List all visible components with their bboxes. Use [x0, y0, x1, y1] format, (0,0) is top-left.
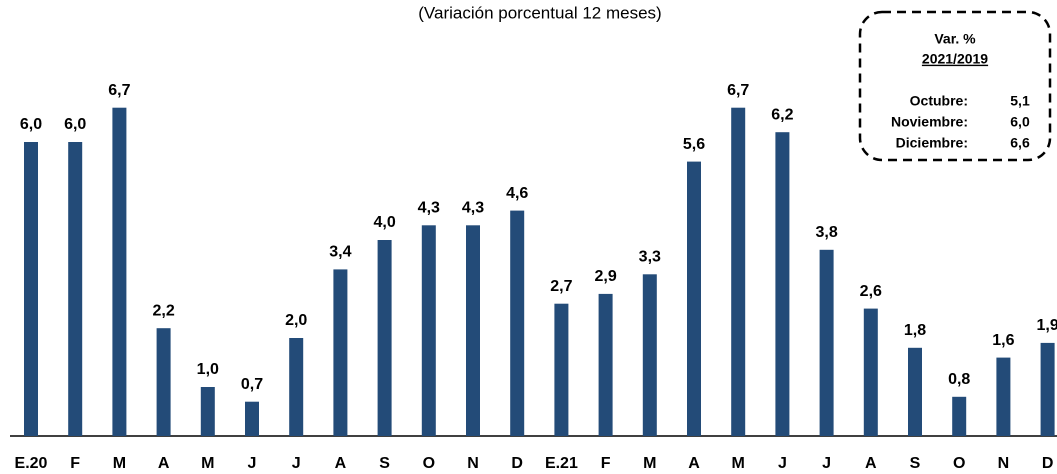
x-tick-label: F — [70, 455, 80, 472]
x-tick-label: S — [910, 455, 921, 472]
bar — [289, 338, 304, 436]
value-label: 2,2 — [152, 302, 174, 319]
bar — [466, 225, 480, 436]
x-tick-label: M — [643, 455, 656, 472]
value-label: 1,9 — [1036, 317, 1057, 334]
bar — [687, 161, 701, 436]
value-label: 4,0 — [373, 214, 395, 231]
x-tick-label: A — [158, 455, 170, 472]
x-tick-label: D — [1042, 455, 1054, 472]
annotation-value: 6,6 — [1010, 135, 1030, 151]
bar — [156, 328, 171, 436]
annotation-subtitle: 2021/2019 — [922, 51, 988, 67]
value-label: 6,2 — [771, 106, 793, 123]
value-label: 2,6 — [860, 283, 882, 300]
chart-title: (Variación porcentual 12 meses) — [418, 3, 661, 22]
x-tick-label: J — [822, 455, 831, 472]
bar — [863, 308, 878, 436]
bar — [112, 107, 127, 436]
value-label: 0,8 — [948, 371, 970, 388]
value-label: 2,0 — [285, 312, 307, 329]
value-label: 3,4 — [329, 244, 351, 261]
value-label: 6,0 — [20, 116, 42, 133]
value-label: 1,8 — [904, 322, 926, 339]
annotation-value: 5,1 — [1010, 93, 1030, 109]
x-tick-label: J — [248, 455, 257, 472]
x-tick-label: M — [732, 455, 745, 472]
bar — [554, 303, 569, 436]
value-label: 2,9 — [594, 268, 616, 285]
bar — [996, 357, 1011, 436]
annotation-label: Noviembre: — [891, 114, 968, 130]
x-tick-label: J — [778, 455, 787, 472]
bar — [731, 107, 746, 436]
bar — [510, 210, 525, 436]
x-tick-label: S — [379, 455, 390, 472]
x-tick-label: E.21 — [545, 455, 578, 472]
bar — [68, 142, 83, 436]
bar — [642, 274, 657, 436]
x-tick-label: M — [113, 455, 126, 472]
bar — [421, 225, 436, 436]
annotation-label: Diciembre: — [896, 135, 968, 151]
x-tick-label: M — [201, 455, 214, 472]
x-tick-label: A — [688, 455, 700, 472]
value-label: 0,7 — [241, 376, 263, 393]
value-label: 1,6 — [992, 332, 1014, 349]
value-label: 6,7 — [727, 82, 749, 99]
value-label: 2,7 — [550, 278, 572, 295]
value-label: 6,0 — [64, 116, 86, 133]
x-tick-label: A — [335, 455, 347, 472]
annotation-box — [858, 10, 1052, 162]
annotation-title: Var. % — [934, 31, 976, 47]
x-tick-label: N — [467, 455, 479, 472]
bar — [245, 401, 259, 436]
bar — [200, 387, 215, 436]
x-tick-label: O — [423, 455, 435, 472]
bar — [1040, 342, 1055, 436]
value-label: 6,7 — [108, 82, 130, 99]
bar — [908, 347, 922, 436]
value-label: 5,6 — [683, 136, 705, 153]
bar — [819, 249, 834, 436]
bar — [598, 293, 613, 436]
x-tick-label: J — [292, 455, 301, 472]
bar — [775, 132, 790, 436]
x-tick-label: F — [601, 455, 611, 472]
bar — [333, 269, 348, 436]
value-label: 3,8 — [815, 224, 837, 241]
value-label: 3,3 — [639, 249, 661, 266]
value-label: 4,6 — [506, 185, 528, 202]
bar — [952, 396, 967, 436]
x-tick-label: E.20 — [15, 455, 48, 472]
x-tick-label: D — [511, 455, 523, 472]
bar — [377, 240, 392, 436]
x-tick-label: N — [998, 455, 1010, 472]
x-tick-label: O — [953, 455, 965, 472]
annotation-label: Octubre: — [910, 93, 968, 109]
value-label: 4,3 — [418, 200, 440, 217]
value-label: 1,0 — [197, 361, 219, 378]
annotation-value: 6,0 — [1010, 114, 1030, 130]
x-tick-label: A — [865, 455, 877, 472]
value-label: 4,3 — [462, 200, 484, 217]
bar — [24, 142, 38, 436]
